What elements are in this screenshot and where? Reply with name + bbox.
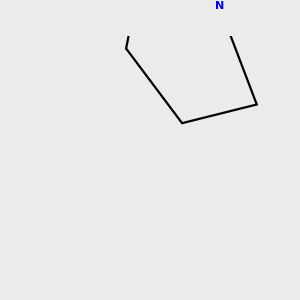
Text: N: N	[215, 2, 224, 11]
Polygon shape	[288, 0, 300, 30]
